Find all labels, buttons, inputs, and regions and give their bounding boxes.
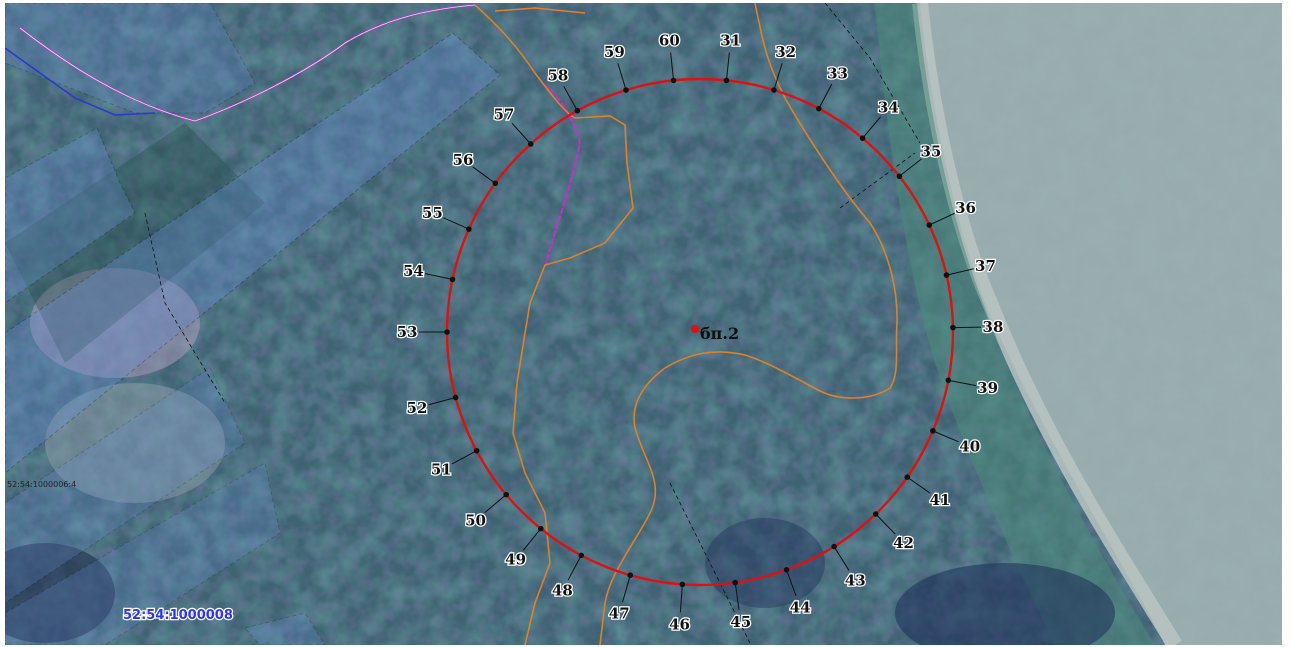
- point-leader-line: [929, 212, 955, 226]
- point-marker-45[interactable]: [732, 579, 739, 586]
- point-label-39: 39: [977, 379, 998, 397]
- point-marker-34[interactable]: [859, 135, 866, 141]
- point-marker-43[interactable]: [831, 543, 837, 550]
- point-leader-line: [833, 546, 850, 571]
- point-label-37: 37: [975, 257, 996, 275]
- point-marker-46[interactable]: [679, 581, 686, 588]
- point-label-45: 45: [730, 613, 751, 631]
- point-label-31: 31: [720, 32, 741, 50]
- point-label-54: 54: [403, 262, 424, 280]
- point-marker-48[interactable]: [578, 552, 585, 559]
- point-leader-line: [617, 63, 627, 91]
- point-leader-line: [773, 63, 783, 91]
- point-leader-line: [484, 494, 507, 514]
- point-label-43: 43: [845, 571, 866, 589]
- point-label-60: 60: [659, 32, 680, 50]
- point-label-49: 49: [505, 551, 526, 569]
- point-label-38: 38: [983, 318, 1004, 336]
- point-label-53: 53: [397, 323, 418, 341]
- satellite-map[interactable]: 31 32 33 34 35 36 37 38 39 40 41 42 43 44 45 46 47 48 49 50…: [5, 3, 1282, 645]
- point-marker-31[interactable]: [723, 77, 730, 84]
- point-leader-line: [862, 116, 882, 139]
- point-label-56: 56: [453, 151, 474, 169]
- point-label-35: 35: [920, 143, 941, 161]
- point-label-32: 32: [775, 43, 796, 61]
- point-marker-59[interactable]: [623, 87, 629, 93]
- point-leader-line: [875, 513, 896, 535]
- point-leader-line: [734, 582, 740, 611]
- point-marker-53[interactable]: [444, 329, 450, 335]
- point-marker-40[interactable]: [930, 428, 936, 434]
- point-label-41: 41: [930, 491, 951, 509]
- cadastral-number-label: 52:54:1000008: [123, 608, 233, 623]
- point-marker-60[interactable]: [670, 77, 677, 84]
- blue-boundary-line: [5, 47, 156, 116]
- point-leader-line: [428, 396, 456, 406]
- point-leader-line: [511, 122, 532, 145]
- point-label-33: 33: [827, 64, 848, 82]
- point-marker-55[interactable]: [466, 226, 472, 232]
- point-leader-line: [906, 476, 931, 494]
- point-label-34: 34: [878, 99, 899, 117]
- circle-points: 31 32 33 34 35 36 37 38 39 40 41 42 43 44 45 46 47 48 49 50…: [395, 30, 1004, 634]
- point-leader-line: [622, 575, 631, 603]
- point-marker-33[interactable]: [815, 105, 822, 112]
- point-marker-49[interactable]: [537, 525, 544, 532]
- point-leader-line: [786, 569, 797, 597]
- point-marker-41[interactable]: [904, 474, 911, 480]
- point-marker-37[interactable]: [943, 272, 950, 278]
- point-marker-50[interactable]: [503, 491, 509, 498]
- center-point-label: бп.2: [700, 324, 739, 343]
- point-marker-42[interactable]: [872, 511, 879, 517]
- cadastral-parcels[interactable]: [5, 3, 921, 645]
- point-leader-line: [679, 584, 683, 613]
- point-leader-line: [948, 379, 976, 387]
- point-leader-line: [425, 273, 453, 280]
- point-marker-47[interactable]: [627, 572, 634, 578]
- point-label-57: 57: [494, 105, 515, 123]
- center-point-marker[interactable]: [691, 325, 699, 333]
- point-leader-line: [725, 52, 730, 81]
- point-label-59: 59: [604, 43, 625, 61]
- point-marker-39[interactable]: [945, 377, 952, 384]
- point-leader-line: [451, 450, 477, 465]
- point-label-46: 46: [669, 615, 690, 633]
- point-marker-51[interactable]: [473, 447, 480, 454]
- point-marker-57[interactable]: [527, 141, 534, 147]
- point-marker-32[interactable]: [771, 87, 777, 93]
- point-marker-52[interactable]: [452, 394, 459, 401]
- point-label-51: 51: [431, 461, 452, 479]
- satellite-imagery: [5, 3, 1282, 645]
- point-label-58: 58: [548, 67, 569, 85]
- point-label-40: 40: [959, 437, 980, 455]
- point-label-50: 50: [465, 511, 486, 529]
- point-marker-35[interactable]: [896, 173, 903, 180]
- parcel-small-label: 52:54:1000006:4: [7, 480, 76, 489]
- point-label-48: 48: [552, 582, 573, 600]
- point-label-52: 52: [407, 399, 428, 417]
- point-leader-line: [932, 430, 959, 443]
- point-label-42: 42: [893, 534, 914, 552]
- point-leader-line: [472, 166, 496, 184]
- orange-boundary-lines: [474, 3, 898, 645]
- point-leader-line: [567, 555, 582, 581]
- point-marker-56[interactable]: [492, 180, 499, 187]
- point-label-55: 55: [422, 204, 443, 222]
- point-leader-line: [946, 268, 974, 276]
- point-marker-38[interactable]: [950, 324, 956, 331]
- point-leader-line: [670, 52, 675, 81]
- point-leader-line: [522, 528, 542, 551]
- point-leader-line: [818, 83, 833, 109]
- map-viewport[interactable]: 31 32 33 34 35 36 37 38 39 40 41 42 43 44 45 46 47 48 49 50…: [5, 3, 1282, 645]
- point-label-44: 44: [790, 598, 811, 616]
- point-leader-line: [443, 217, 470, 230]
- point-leader-line: [899, 158, 922, 177]
- point-leader-line: [563, 85, 578, 111]
- point-marker-54[interactable]: [449, 276, 456, 283]
- point-marker-44[interactable]: [783, 566, 790, 573]
- point-label-36: 36: [955, 199, 976, 217]
- point-label-47: 47: [609, 605, 630, 623]
- point-marker-36[interactable]: [926, 222, 933, 228]
- point-marker-58[interactable]: [574, 107, 581, 114]
